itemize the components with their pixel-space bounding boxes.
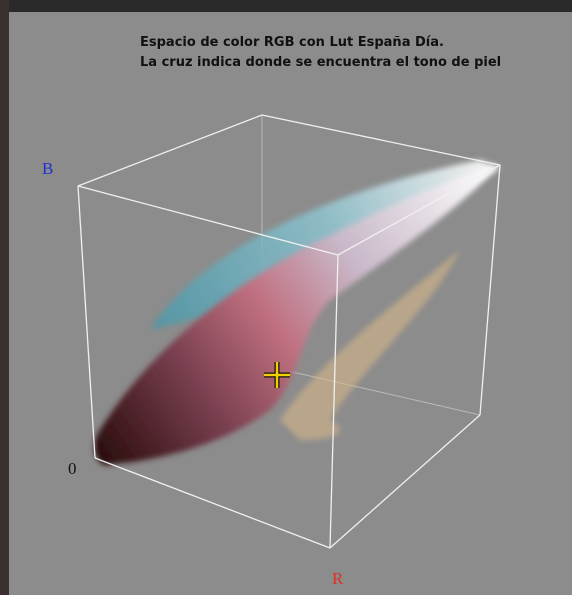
axis-label-r: R <box>332 569 344 588</box>
axis-label-b: B <box>42 159 53 178</box>
skin-tone-cross <box>264 362 290 388</box>
color-cloud <box>94 160 500 465</box>
left-strip <box>0 0 9 595</box>
title: Espacio de color RGB con Lut España Día.… <box>140 35 501 70</box>
top-strip <box>0 0 572 12</box>
origin-label: 0 <box>68 459 77 478</box>
title-line: Espacio de color RGB con Lut España Día. <box>140 35 444 50</box>
cube-front-edges <box>77 114 501 549</box>
title-line: La cruz indica donde se encuentra el ton… <box>140 55 501 70</box>
